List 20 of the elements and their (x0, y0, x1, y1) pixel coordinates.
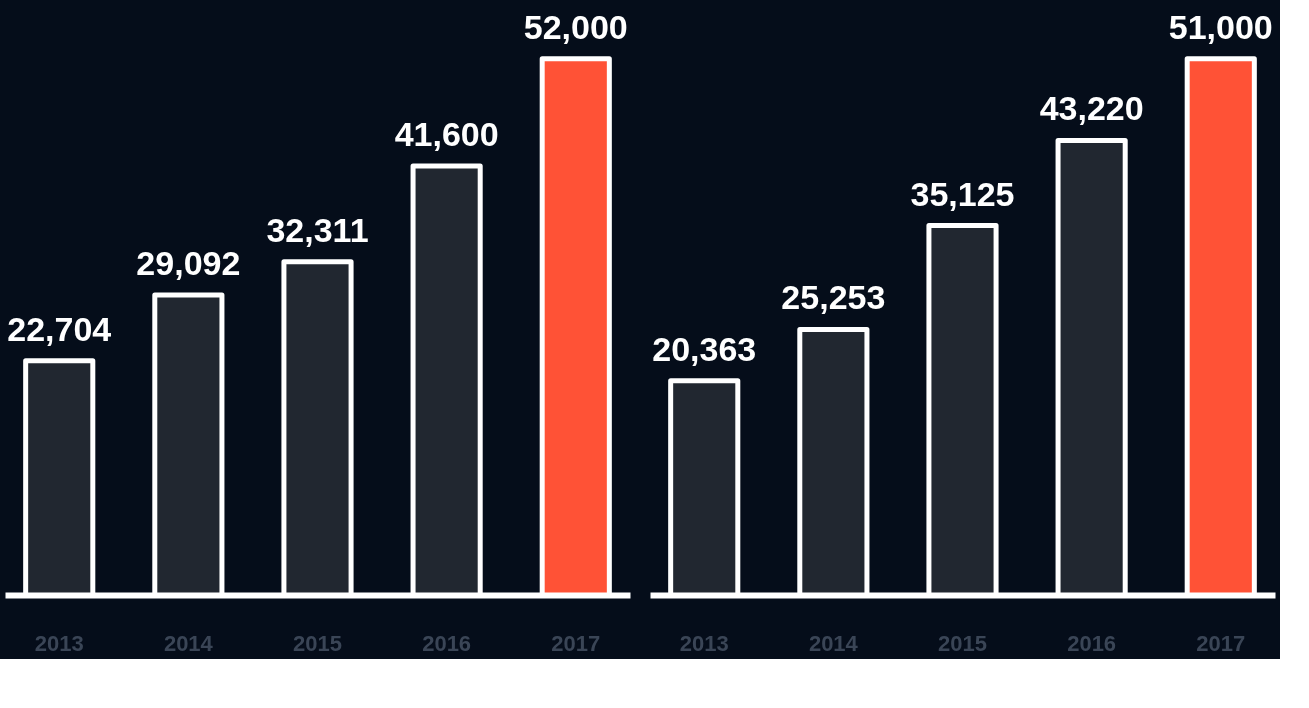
data-label: 51,000 (1168, 7, 1273, 46)
x-tick-label: 2016 (422, 630, 472, 656)
x-tick-label: 2016 (1067, 630, 1117, 656)
x-tick-label: 2013 (34, 630, 84, 656)
data-label: 52,000 (523, 7, 628, 46)
x-tick-label: 2013 (679, 630, 729, 656)
data-label: 32,311 (266, 210, 369, 249)
data-label: 25,253 (781, 278, 886, 317)
data-label: 29,092 (136, 243, 241, 282)
x-tick-label: 2014 (808, 630, 859, 656)
data-label: 20,363 (652, 329, 757, 368)
x-tick-label: 2015 (938, 630, 987, 656)
data-label: 35,125 (910, 174, 1015, 213)
data-label: 43,220 (1039, 89, 1144, 128)
x-tick-label: 2014 (163, 630, 214, 656)
x-tick-label: 2015 (293, 630, 342, 656)
x-tick-label: 2017 (551, 630, 601, 656)
x-tick-label: 2017 (1196, 630, 1246, 656)
data-label: 41,600 (394, 114, 499, 153)
data-label: 22,704 (7, 309, 112, 348)
